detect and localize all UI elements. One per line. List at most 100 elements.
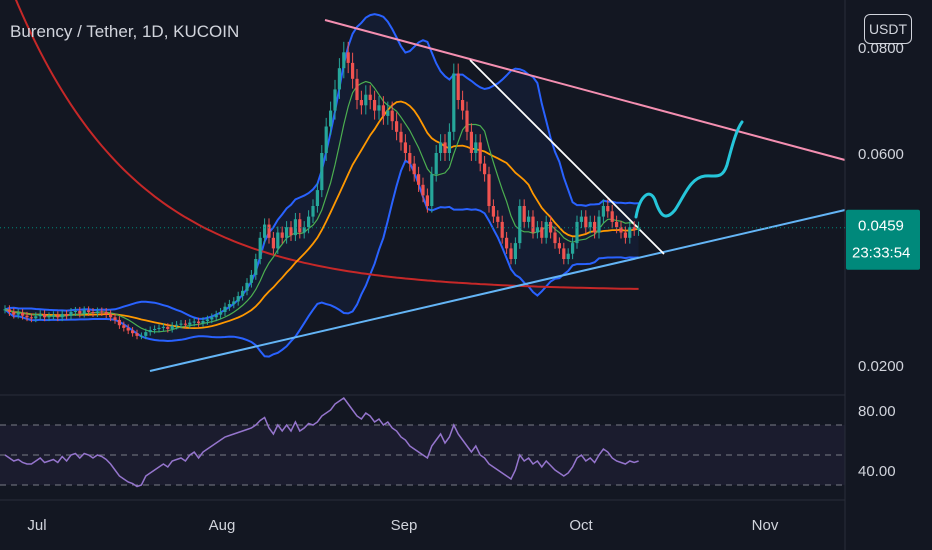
candle-body <box>632 227 636 230</box>
projection-curve <box>634 120 744 219</box>
candle-body <box>82 310 86 314</box>
candle-body <box>637 227 641 230</box>
candle-body <box>474 142 478 153</box>
candle-body <box>359 100 363 106</box>
candle-body <box>285 227 289 238</box>
candle-body <box>500 221 504 238</box>
candle-body <box>412 163 416 175</box>
candle-body <box>263 224 267 238</box>
candle-body <box>100 311 104 313</box>
candle-body <box>531 216 535 233</box>
candle-body <box>197 321 201 324</box>
candle-body <box>258 237 262 259</box>
time-tick-label: Aug <box>209 517 236 534</box>
candle-body <box>87 310 91 312</box>
candle-body <box>188 322 192 325</box>
countdown-label: 23:33:54 <box>852 245 910 262</box>
candle-body <box>342 52 346 69</box>
candle-body <box>452 73 456 132</box>
candle-body <box>443 142 447 153</box>
candle-body <box>289 227 293 236</box>
candle-body <box>465 110 469 132</box>
candle-body <box>122 325 126 328</box>
candle-body <box>7 309 11 312</box>
candle-body <box>311 206 315 217</box>
candle-body <box>588 221 592 228</box>
candle-body <box>29 317 33 319</box>
candle-body <box>557 243 561 249</box>
candle-body <box>170 325 174 329</box>
candle-body <box>205 319 209 322</box>
candle-body <box>535 227 539 233</box>
candle-body <box>280 232 284 238</box>
candle-body <box>439 142 443 153</box>
candle-body <box>601 206 605 217</box>
candle-body <box>540 227 544 238</box>
candle-body <box>109 314 113 318</box>
candle-body <box>461 100 465 111</box>
candle-body <box>161 326 165 328</box>
trendlines[interactable] <box>149 19 846 372</box>
candle-body <box>509 248 513 259</box>
candle-body <box>153 328 157 331</box>
candle-body <box>434 153 438 175</box>
candle-body <box>131 330 135 334</box>
candle-body <box>399 131 403 143</box>
candle-body <box>505 237 509 249</box>
current-price-label: 0.0459 <box>858 218 904 235</box>
time-tick-label: Jul <box>27 517 46 534</box>
candle-body <box>355 78 359 100</box>
projection-path <box>634 120 744 219</box>
candle-body <box>227 304 231 307</box>
candle-body <box>553 232 557 244</box>
candle-body <box>351 62 355 79</box>
candle-body <box>364 94 368 106</box>
candle-body <box>78 310 82 314</box>
candle-body <box>549 221 553 233</box>
candle-body <box>34 316 38 319</box>
price-tick-label: 0.0600 <box>858 146 904 163</box>
candle-body <box>315 190 319 206</box>
candle-body <box>73 310 77 312</box>
candle-body <box>368 94 372 100</box>
candle-body <box>276 232 280 249</box>
candle-body <box>619 227 623 233</box>
short-term-trendline[interactable] <box>469 59 665 255</box>
candle-body <box>117 319 121 326</box>
candle-body <box>95 311 99 314</box>
rsi-tick-label: 80.00 <box>858 403 896 420</box>
candle-body <box>518 206 522 244</box>
candle-body <box>219 312 223 315</box>
candle-body <box>408 153 412 164</box>
candle-body <box>329 110 333 127</box>
candle-body <box>38 314 42 317</box>
candle-body <box>214 314 218 318</box>
candle-body <box>623 232 627 238</box>
candle-body <box>386 110 390 116</box>
candle-body <box>148 330 152 333</box>
candle-body <box>628 227 632 238</box>
candle-body <box>60 314 64 318</box>
lower-trendline[interactable] <box>149 209 846 372</box>
upper-trendline[interactable] <box>324 19 846 161</box>
price-tick-label: 0.0200 <box>858 358 904 375</box>
price-tick-label: 0.0800 <box>858 40 904 57</box>
candle-body <box>104 312 108 315</box>
candle-body <box>302 227 306 233</box>
rsi-tick-label: 40.00 <box>858 463 896 480</box>
candle-body <box>417 174 421 185</box>
candle-body <box>65 314 69 316</box>
time-tick-label: Sep <box>391 517 418 534</box>
candle-body <box>43 314 47 318</box>
candle-body <box>69 312 73 316</box>
candle-body <box>456 73 460 100</box>
candle-body <box>126 327 130 331</box>
candle-body <box>183 323 187 325</box>
candle-body <box>527 216 531 222</box>
currency-button[interactable]: USDT <box>864 14 912 44</box>
candle-body <box>249 274 253 283</box>
ma-slow-line <box>14 0 639 290</box>
candle-body <box>513 243 517 259</box>
